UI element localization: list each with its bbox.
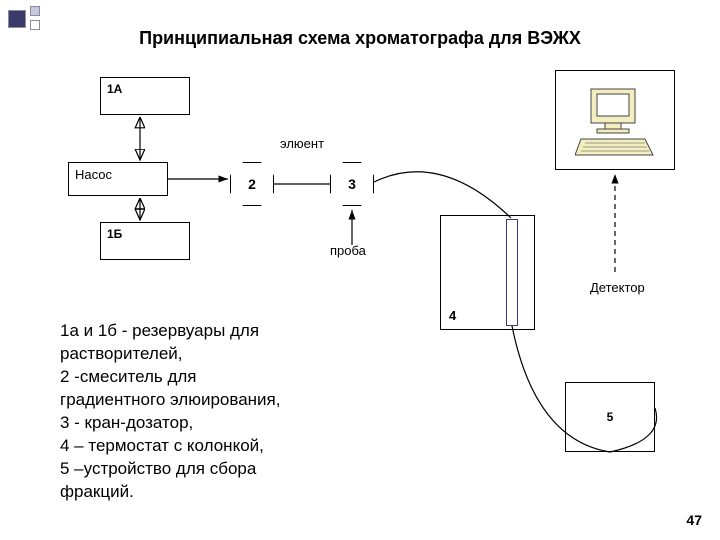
- mixer-node: 2: [230, 162, 274, 206]
- decor-square-2: [30, 6, 40, 16]
- column-rect: [506, 219, 518, 326]
- thermostat-box: 4: [440, 215, 535, 330]
- valve-node: 3: [330, 162, 374, 206]
- legend-line-0: 1а и 1б - резервуары для: [60, 320, 380, 343]
- reservoir-1b-label: 1Б: [107, 227, 122, 241]
- legend-line-5: 4 – термостат с колонкой,: [60, 435, 380, 458]
- legend-line-4: 3 - кран-дозатор,: [60, 412, 380, 435]
- legend-block: 1а и 1б - резервуары для растворителей, …: [60, 320, 380, 504]
- page-title: Принципиальная схема хроматографа для ВЭ…: [120, 28, 600, 49]
- pump-label: Насос: [75, 167, 112, 182]
- reservoir-1a: 1А: [100, 77, 190, 115]
- eluent-label: элюент: [280, 136, 324, 151]
- legend-line-1: растворителей,: [60, 343, 380, 366]
- legend-line-7: фракций.: [60, 481, 380, 504]
- legend-line-2: 2 -смеситель для: [60, 366, 380, 389]
- detector-label: Детектор: [590, 280, 645, 295]
- proba-label: проба: [330, 243, 366, 258]
- mixer-label: 2: [248, 176, 256, 192]
- decor-square-3: [30, 20, 40, 30]
- reservoir-1a-label: 1А: [107, 82, 122, 96]
- thermostat-label: 4: [449, 308, 456, 323]
- legend-line-3: градиентного элюирования,: [60, 389, 380, 412]
- computer-icon: [575, 83, 655, 158]
- collector-box: 5: [565, 382, 655, 452]
- computer-frame: [555, 70, 675, 170]
- page-number: 47: [686, 512, 702, 528]
- reservoir-1b: 1Б: [100, 222, 190, 260]
- valve-label: 3: [348, 176, 356, 192]
- decor-square-1: [8, 10, 26, 28]
- collector-label: 5: [607, 410, 614, 424]
- legend-line-6: 5 –устройство для сбора: [60, 458, 380, 481]
- pump-box: Насос: [68, 162, 168, 196]
